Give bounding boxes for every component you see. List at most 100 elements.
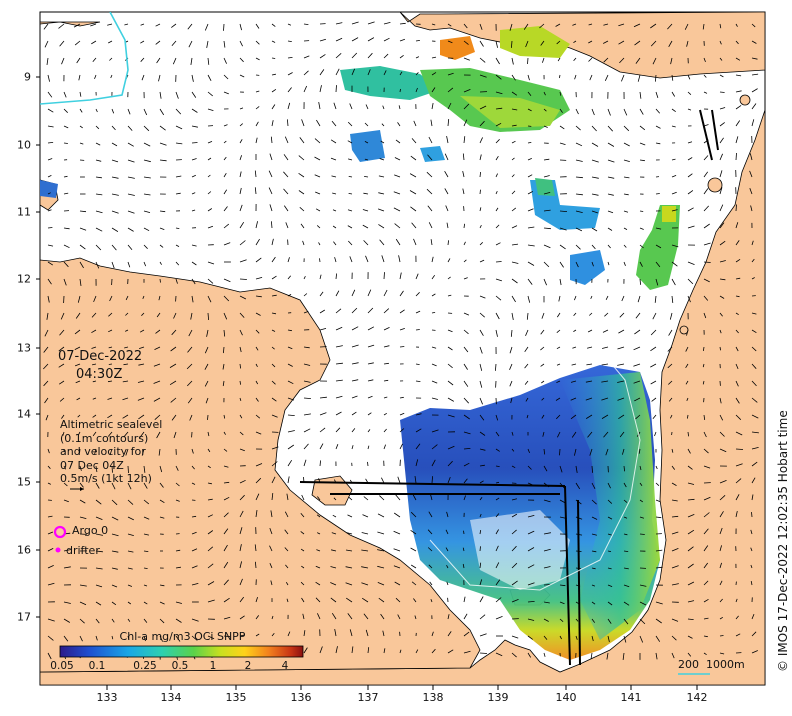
velocity-arrow (462, 188, 465, 195)
velocity-arrow (410, 529, 417, 535)
velocity-arrow (735, 23, 738, 27)
velocity-arrow (607, 533, 612, 536)
velocity-arrow (191, 244, 197, 247)
velocity-arrow (703, 617, 709, 620)
velocity-arrow (463, 397, 469, 404)
velocity-arrow (639, 261, 643, 267)
velocity-arrow (703, 188, 709, 195)
velocity-arrow (302, 240, 305, 246)
velocity-arrow (137, 397, 145, 401)
velocity-arrow (495, 431, 500, 437)
velocity-arrow (751, 613, 755, 620)
velocity-arrow (651, 397, 657, 402)
velocity-arrow (495, 363, 497, 371)
velocity-arrow (687, 295, 691, 303)
velocity-arrow (543, 532, 551, 535)
velocity-arrow (509, 363, 513, 370)
velocity-arrow (317, 613, 321, 620)
velocity-arrow (379, 239, 385, 246)
velocity-arrow (479, 189, 481, 195)
velocity-arrow (650, 346, 657, 352)
velocity-arrow (495, 295, 502, 301)
velocity-arrow (463, 596, 466, 603)
velocity-arrow (143, 108, 148, 116)
velocity-arrow (687, 600, 695, 603)
velocity-arrow (431, 648, 436, 654)
velocity-arrow (284, 511, 289, 518)
velocity-arrow (527, 530, 535, 535)
velocity-arrow (463, 380, 469, 387)
altimetry-legend-line: 07 Dec 04Z (60, 458, 124, 472)
velocity-arrow (511, 124, 517, 127)
velocity-arrow (671, 158, 676, 161)
velocity-arrow (175, 549, 181, 552)
velocity-arrow (270, 510, 273, 518)
velocity-arrow (349, 103, 353, 110)
velocity-arrow (633, 380, 641, 384)
velocity-arrow (239, 431, 244, 436)
velocity-arrow (607, 550, 612, 552)
velocity-arrow (361, 597, 369, 603)
velocity-arrow (479, 380, 483, 388)
velocity-arrow (58, 23, 65, 29)
velocity-arrow (393, 565, 401, 569)
velocity-arrow (527, 57, 529, 65)
velocity-arrow (188, 329, 193, 337)
velocity-arrow (109, 295, 113, 302)
velocity-arrow (143, 499, 150, 505)
velocity-arrow (543, 278, 547, 286)
velocity-arrow (271, 104, 276, 110)
velocity-arrow (283, 154, 289, 161)
velocity-arrow (78, 74, 81, 81)
velocity-arrow (175, 499, 180, 502)
velocity-arrow (511, 91, 518, 96)
velocity-arrow (463, 650, 471, 654)
velocity-arrow (415, 459, 419, 467)
velocity-arrow (222, 380, 225, 387)
velocity-arrow (719, 580, 723, 586)
velocity-arrow (364, 158, 369, 161)
velocity-arrow (187, 397, 193, 404)
velocity-arrow (348, 240, 353, 246)
velocity-arrow (107, 397, 113, 400)
velocity-arrow (394, 223, 401, 229)
velocity-arrow (319, 258, 321, 263)
velocity-arrow (543, 125, 548, 128)
velocity-arrow (525, 397, 529, 402)
velocity-arrow (399, 54, 404, 59)
velocity-arrow (330, 566, 337, 569)
velocity-arrow (254, 170, 257, 178)
velocity-arrow (287, 414, 295, 416)
velocity-arrow (127, 227, 134, 232)
velocity-arrow (427, 547, 433, 552)
velocity-arrow (479, 225, 482, 229)
velocity-arrow (510, 397, 513, 404)
velocity-arrow (670, 414, 673, 419)
velocity-arrow (303, 647, 308, 654)
velocity-arrow (414, 615, 417, 620)
velocity-arrow (334, 257, 337, 263)
velocity-arrow (479, 530, 482, 535)
velocity-arrow (735, 346, 739, 352)
velocity-arrow (239, 23, 242, 31)
velocity-arrow (623, 618, 629, 625)
velocity-arrow (719, 23, 722, 29)
velocity-arrow (79, 499, 86, 504)
velocity-arrow (239, 204, 243, 212)
velocity-arrow (351, 395, 358, 399)
velocity-arrow (607, 601, 613, 606)
chlorophyll-field (40, 26, 680, 660)
velocity-arrow (542, 57, 545, 63)
velocity-arrow (347, 613, 353, 620)
velocity-arrow (223, 616, 231, 620)
velocity-arrow (635, 414, 641, 420)
velocity-arrow (447, 649, 454, 654)
velocity-arrow (751, 258, 755, 263)
velocity-arrow (751, 88, 758, 93)
velocity-arrow (479, 137, 483, 144)
velocity-arrow (702, 363, 705, 368)
velocity-arrow (687, 465, 693, 470)
velocity-arrow (415, 310, 421, 314)
velocity-arrow (335, 53, 342, 59)
velocity-arrow (383, 412, 388, 416)
